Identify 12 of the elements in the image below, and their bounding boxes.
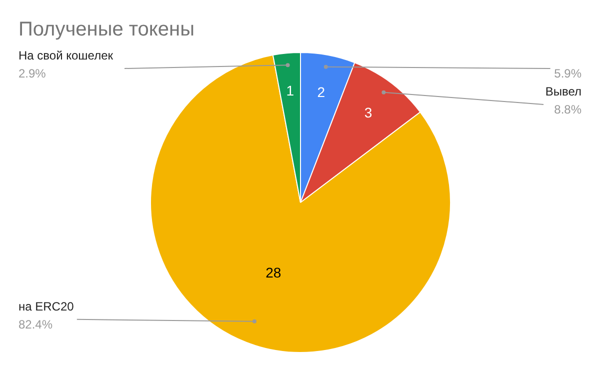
- chart-title: Полученые токены: [18, 18, 194, 40]
- text: 2.9%: [18, 66, 46, 80]
- slice-label: На свой кошелек: [18, 48, 114, 62]
- data-label: 28: [266, 264, 282, 280]
- data-label: 1: [286, 82, 294, 98]
- data-label: 3: [364, 104, 372, 121]
- data-label: 2: [317, 84, 326, 100]
- slice-label: Вывел: [545, 84, 582, 98]
- text: 8.8%: [554, 102, 582, 116]
- slice-label: на ERC20: [18, 299, 74, 314]
- text: 5.9%: [554, 66, 582, 80]
- text: 82.4%: [18, 317, 53, 332]
